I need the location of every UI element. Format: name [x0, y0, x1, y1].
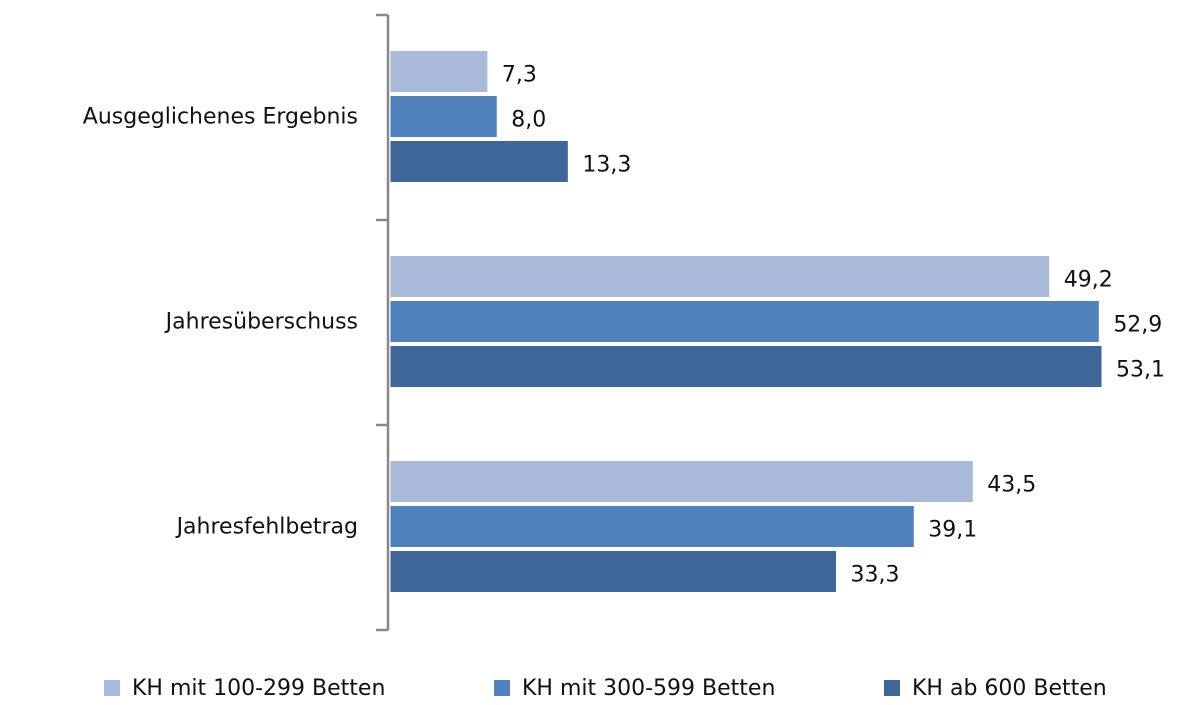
- bar: [389, 505, 915, 548]
- y-tick-label: Jahresfehlbetrag: [175, 515, 358, 540]
- bar: [389, 550, 838, 593]
- y-tick-label: Ausgeglichenes Ergebnis: [83, 105, 358, 130]
- bar: [389, 300, 1100, 343]
- data-label: 13,3: [582, 153, 631, 178]
- data-label: 33,3: [851, 563, 900, 588]
- legend-label: KH mit 100-299 Betten: [132, 676, 385, 701]
- legend-label: KH mit 300-599 Betten: [522, 676, 775, 701]
- bar: [389, 460, 974, 503]
- legend-marker: [494, 680, 510, 696]
- data-label: 53,1: [1116, 358, 1165, 383]
- legend-marker: [884, 680, 900, 696]
- y-tick-label: Jahresüberschuss: [164, 310, 358, 335]
- bar: [389, 95, 498, 138]
- data-label: 52,9: [1113, 313, 1162, 338]
- data-label: 8,0: [511, 108, 546, 133]
- bar: [389, 255, 1051, 298]
- data-label: 49,2: [1064, 268, 1113, 293]
- bar: [389, 140, 569, 183]
- data-label: 7,3: [502, 63, 537, 88]
- legend-marker: [104, 680, 120, 696]
- bar: [389, 50, 489, 93]
- bar: [389, 345, 1103, 388]
- legend-label: KH ab 600 Betten: [912, 676, 1107, 701]
- data-label: 39,1: [928, 518, 977, 543]
- data-label: 43,5: [987, 473, 1036, 498]
